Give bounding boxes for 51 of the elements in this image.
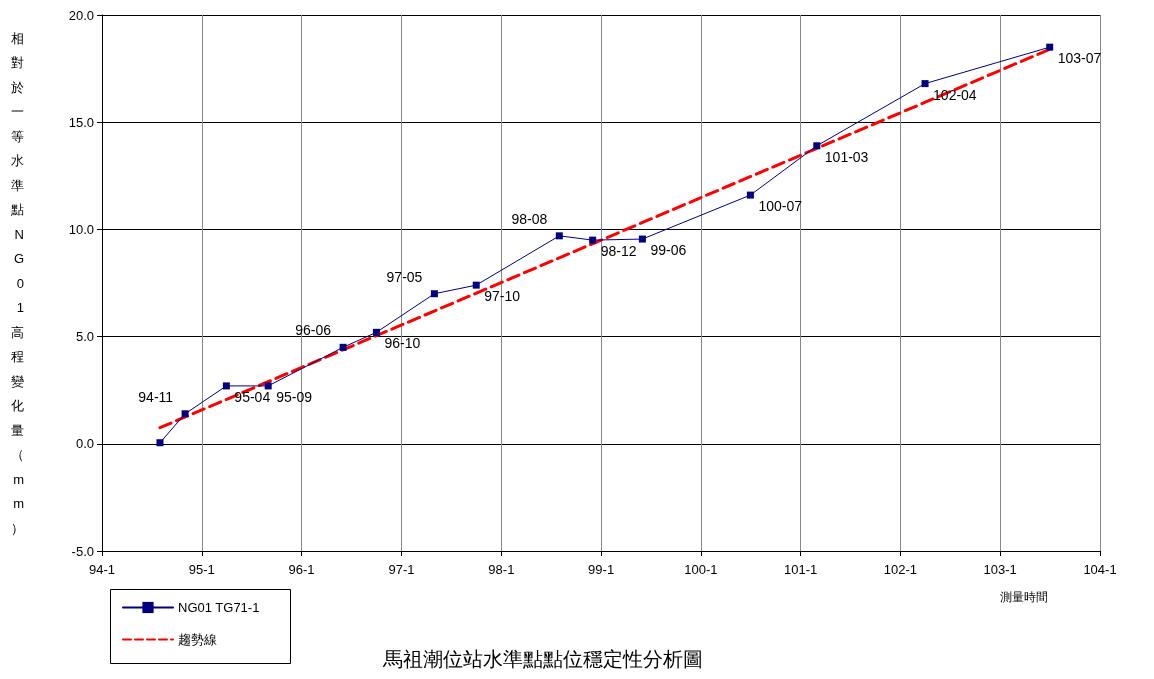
- point: [813, 142, 821, 150]
- point: [555, 232, 563, 240]
- annotation: 99-06: [650, 242, 687, 259]
- point: [156, 439, 164, 447]
- x-tick-label: 95-1: [188, 562, 215, 577]
- point: [430, 290, 438, 298]
- annotation: 100-07: [758, 198, 803, 215]
- legend-label: 趨勢線: [178, 632, 217, 647]
- y-tick-label: -5.0: [71, 543, 94, 559]
- text: 馬祖潮位站水準點點位穩定性分析圖: [382, 647, 703, 671]
- annotation: 103-07: [1057, 50, 1102, 67]
- annotation: 101-03: [824, 148, 869, 165]
- annotation: 102-04: [933, 86, 977, 103]
- x-tick-label: 103-1: [983, 562, 1017, 577]
- annotation: 97-05: [386, 268, 423, 285]
- y-tick-label: 20.0: [68, 7, 94, 23]
- point: [181, 410, 189, 418]
- point: [339, 343, 347, 351]
- point: [589, 236, 597, 244]
- annotation: 94-11: [138, 388, 174, 405]
- x-tick-label: 97-1: [388, 562, 415, 577]
- x-tick-label: 98-1: [488, 562, 515, 577]
- x-axis-title: 測量時間: [1000, 590, 1048, 604]
- point: [921, 80, 929, 88]
- annotation: 96-10: [384, 335, 421, 352]
- point: [746, 191, 754, 199]
- annotation: 98-12: [600, 243, 637, 260]
- point: [264, 382, 272, 390]
- annotation: 95-04: [234, 388, 271, 405]
- annotation: 96-06: [295, 322, 332, 339]
- x-tick-label: 96-1: [288, 562, 315, 577]
- x-tick-label: 94-1: [88, 562, 116, 577]
- point: [638, 235, 646, 243]
- y-tick-label: 0.0: [75, 436, 94, 452]
- x-tick-label: 102-1: [883, 562, 918, 577]
- y-tick-label: 15.0: [68, 114, 94, 130]
- annotation: 97-10: [484, 288, 521, 305]
- legend-label: NG01 TG71-1: [178, 600, 260, 615]
- y-tick-label: 10.0: [68, 221, 94, 237]
- text: 相對於一等水準點NG01高程變化量（mm）: [11, 30, 24, 536]
- point: [1046, 43, 1054, 51]
- annotation: 98-08: [511, 210, 548, 227]
- point: [222, 382, 230, 390]
- point: [472, 281, 480, 289]
- x-tick-label: 99-1: [588, 562, 615, 577]
- y-tick-label: 5.0: [75, 329, 94, 345]
- x-tick-label: 101-1: [784, 562, 818, 577]
- point: [372, 328, 380, 336]
- x-tick-label: 104-1: [1083, 562, 1117, 577]
- annotation: 95-09: [276, 388, 313, 405]
- x-tick-label: 100-1: [684, 562, 718, 577]
